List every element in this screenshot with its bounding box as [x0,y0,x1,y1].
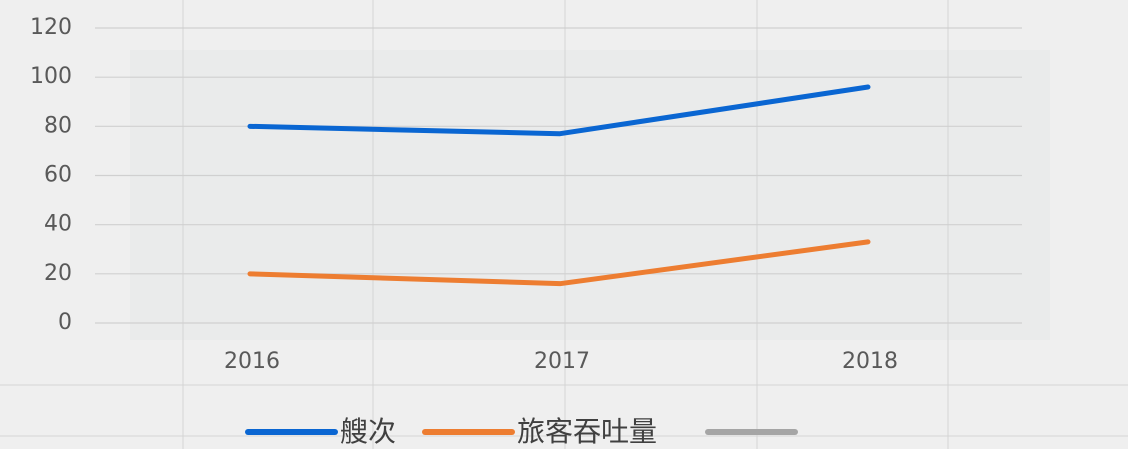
x-tick-label: 2018 [842,349,898,374]
y-tick-label: 0 [58,310,72,335]
x-tick-label: 2016 [224,349,280,374]
y-tick-label: 40 [44,212,72,237]
x-tick-label: 2017 [534,349,590,374]
series-line [247,239,871,287]
legend-label: 艘次 [340,415,396,448]
y-tick-label: 80 [44,113,72,138]
y-tick-label: 100 [30,64,72,89]
y-tick-label: 20 [44,261,72,286]
y-tick-label: 120 [30,15,72,40]
legend-label: 旅客吞吐量 [517,415,657,448]
background-image [130,50,1050,340]
y-tick-label: 60 [44,163,72,188]
series-line [247,84,871,137]
